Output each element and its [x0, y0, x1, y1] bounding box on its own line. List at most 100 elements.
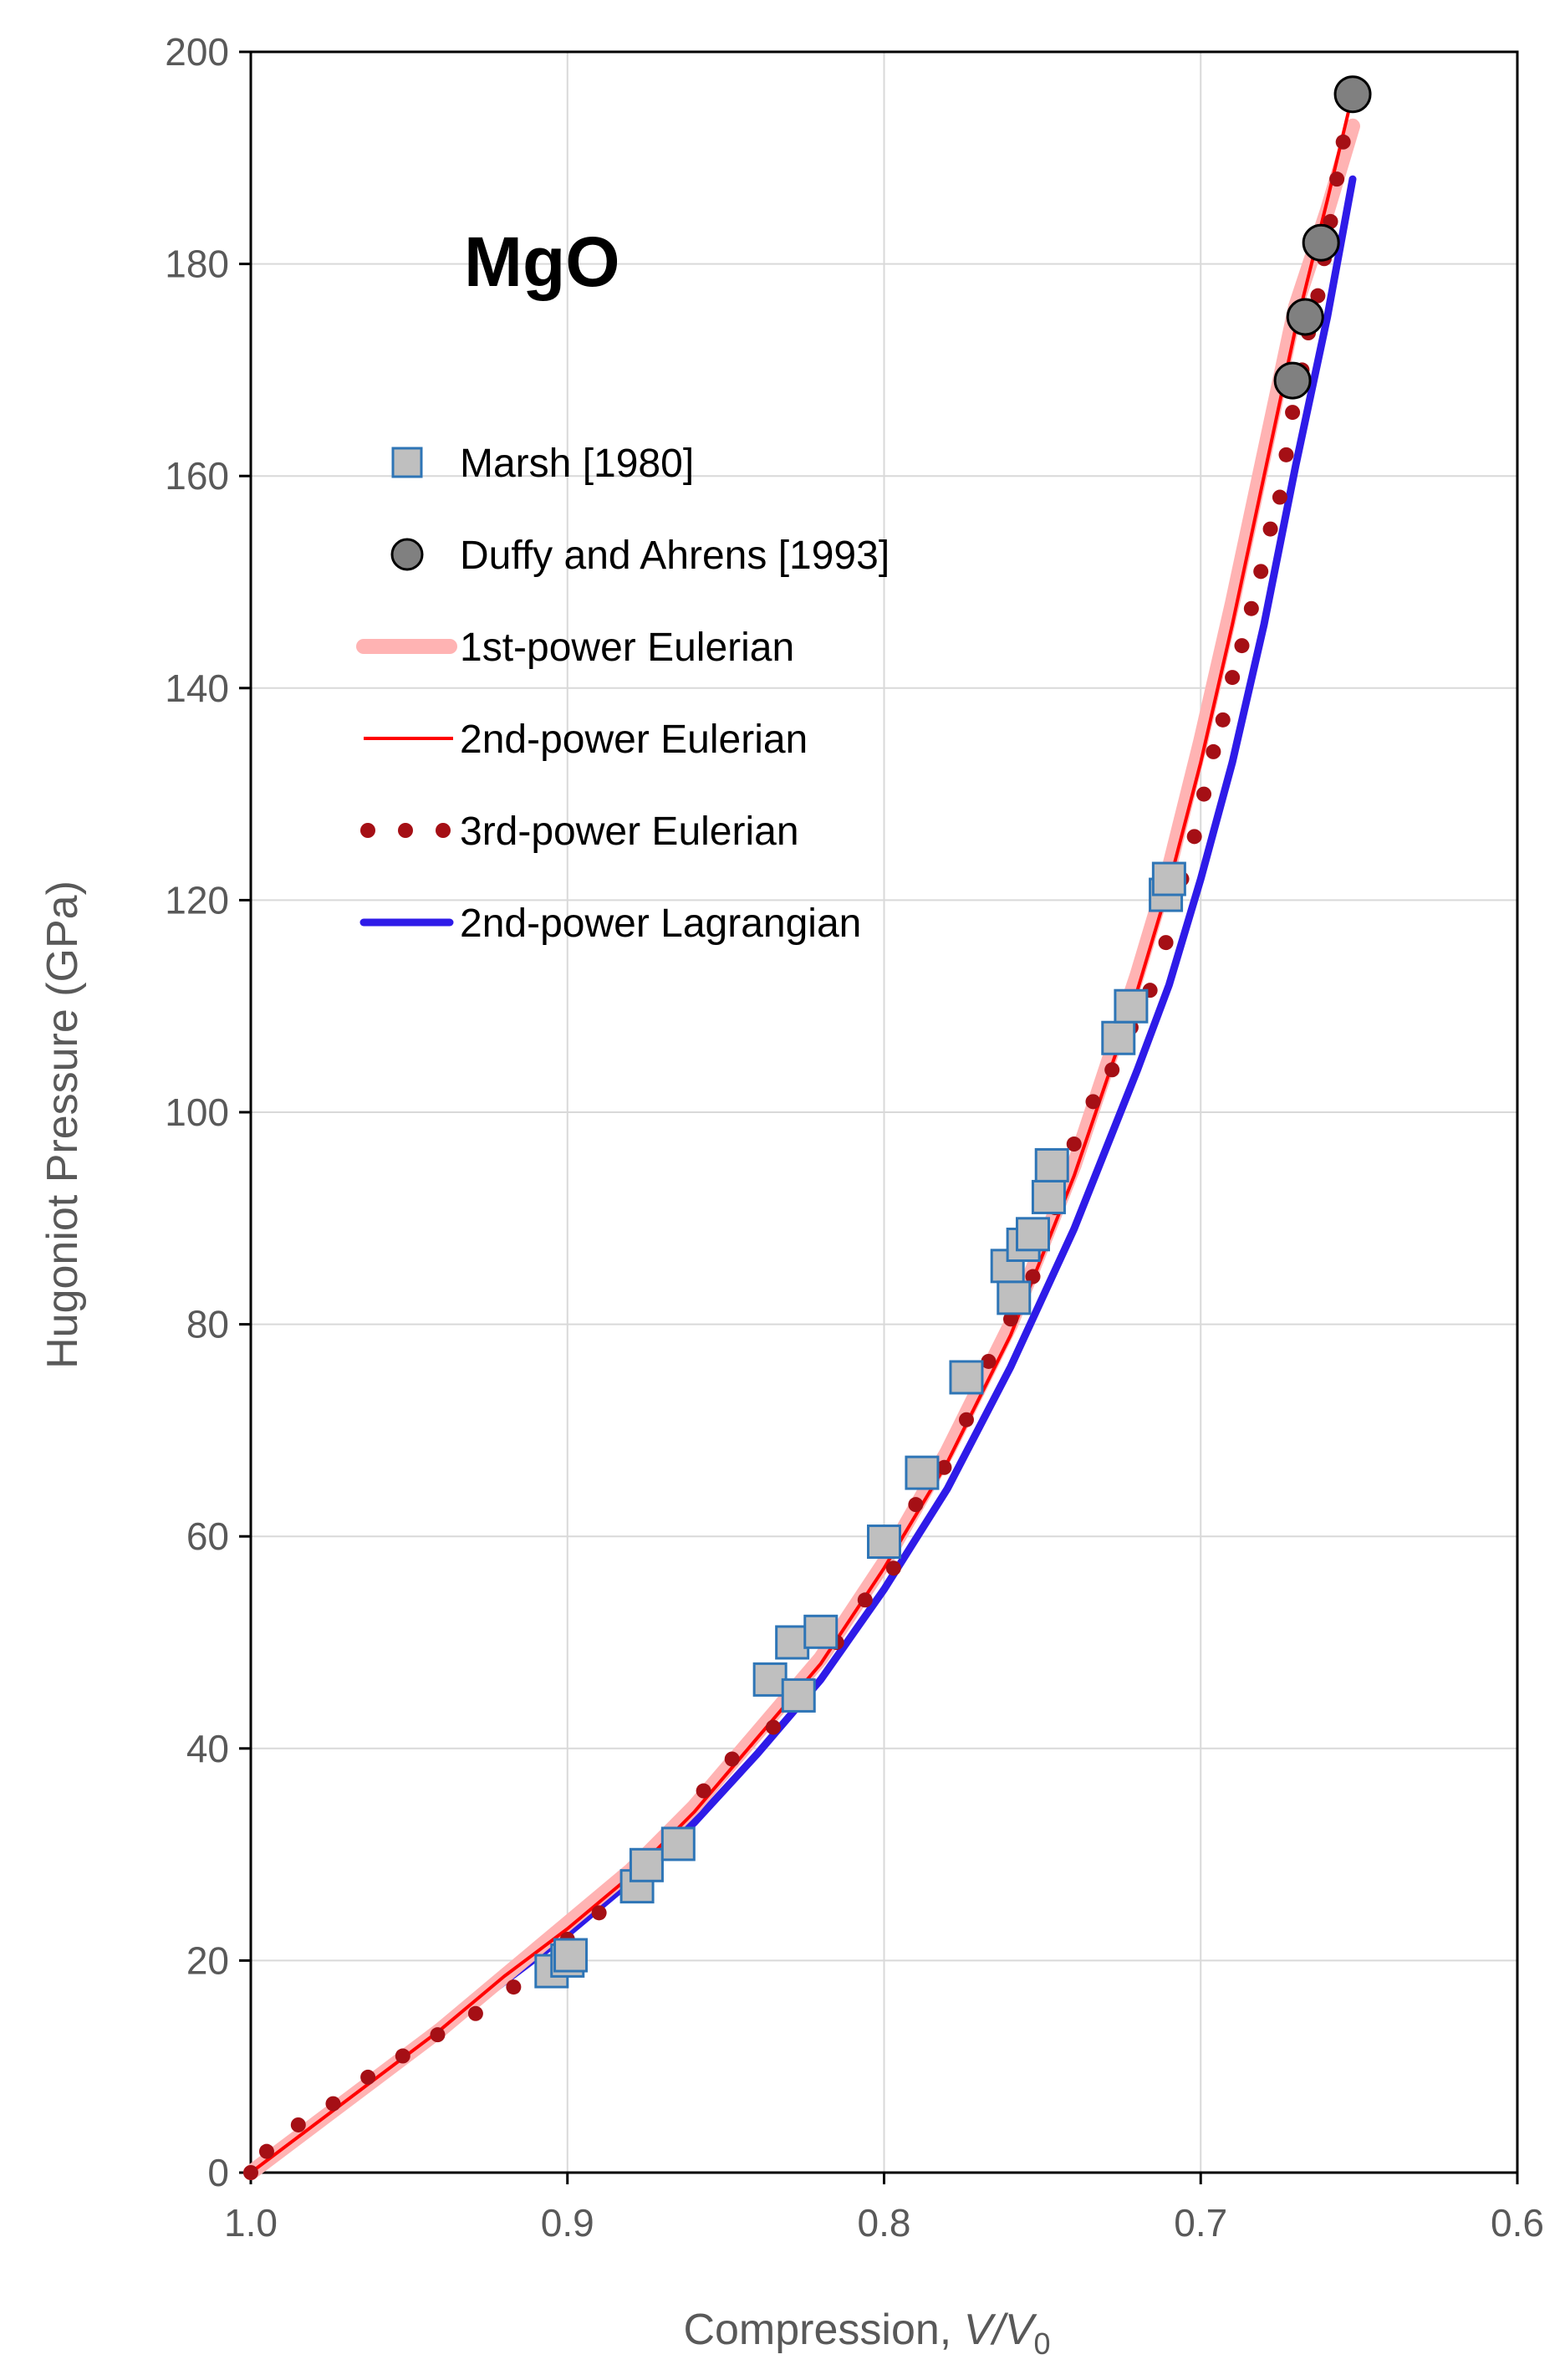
data-point: [1278, 447, 1294, 462]
x-axis-title-subscript: 0: [1034, 2326, 1051, 2361]
data-point: [1273, 361, 1312, 400]
data-point: [629, 1847, 664, 1882]
x-axis-title-variable: V/V: [964, 2306, 1037, 2354]
data-point: [905, 1455, 940, 1490]
x-tick-label: 0.7: [1174, 2201, 1227, 2245]
data-point: [1034, 1147, 1069, 1182]
data-point: [997, 1280, 1032, 1315]
data-point: [1272, 489, 1287, 505]
y-tick-label: 120: [165, 878, 229, 922]
data-point: [949, 1360, 984, 1395]
y-tick-label: 80: [186, 1303, 229, 1346]
y-tick-label: 180: [165, 243, 229, 286]
data-point: [1234, 638, 1250, 654]
data-point: [1158, 935, 1174, 951]
data-point: [696, 1783, 711, 1799]
y-tick-label: 200: [165, 30, 229, 74]
data-point: [1031, 1179, 1066, 1214]
data-point: [1186, 829, 1202, 845]
data-point: [1196, 786, 1212, 802]
legend-dot: [436, 823, 451, 838]
data-point: [325, 2096, 341, 2112]
series-marsh-1980: [534, 861, 1186, 1989]
data-point: [885, 1560, 901, 1576]
series-line: [249, 94, 1354, 2174]
chart-annotation: MgO: [464, 222, 620, 301]
data-point: [506, 1979, 522, 1995]
legend-label: Marsh [1980]: [460, 442, 694, 486]
legend-dot: [398, 823, 413, 838]
data-point: [1310, 288, 1326, 304]
x-tick-label: 0.9: [541, 2201, 594, 2245]
legend-label: 1st-power Eulerian: [460, 626, 794, 670]
y-tick-label: 60: [186, 1514, 229, 1558]
data-point: [1085, 1094, 1101, 1110]
legend: Marsh [1980] Duffy and Ahrens [1993] 1st-p…: [356, 442, 890, 946]
data-point: [781, 1678, 816, 1713]
y-tick-label: 20: [186, 1938, 229, 1982]
x-tick-label: 1.0: [224, 2201, 278, 2245]
y-tick-label: 40: [186, 1727, 229, 1770]
legend-item: 3rd-power Eulerian: [360, 810, 799, 854]
y-axis-title: Hugoniot Pressure (GPa): [38, 881, 87, 1369]
data-point: [724, 1751, 740, 1767]
data-point: [1003, 1311, 1018, 1327]
legend-marker-circle: [390, 538, 424, 571]
data-point: [1302, 223, 1340, 262]
data-point: [958, 1412, 974, 1427]
x-tick-label: 0.6: [1491, 2201, 1544, 2245]
y-tick-label: 100: [165, 1090, 229, 1134]
legend-label: Duffy and Ahrens [1993]: [460, 534, 890, 578]
data-point: [908, 1497, 924, 1513]
data-point: [1329, 171, 1345, 187]
data-point: [660, 1826, 696, 1862]
y-tick-label: 140: [165, 667, 229, 710]
series-group: [243, 75, 1372, 2180]
data-point: [395, 2048, 410, 2064]
data-point: [591, 1905, 607, 1921]
data-point: [1285, 405, 1301, 421]
data-point: [1016, 1217, 1051, 1252]
legend-item: 2nd-power Eulerian: [364, 718, 808, 762]
y-tick-label: 0: [207, 2151, 229, 2194]
legend-label: 2nd-power Lagrangian: [460, 901, 861, 946]
data-point: [1114, 988, 1149, 1024]
legend-item: 1st-power Eulerian: [356, 626, 794, 670]
tick-labels: 0 20 40 60 80 100 120 140 160 180 200 1.0 0.9 0.8 0.7 0…: [165, 30, 1544, 2245]
legend-item: Duffy and Ahrens [1993]: [390, 534, 890, 578]
series-2nd-power-eulerian: [249, 94, 1354, 2174]
data-point: [1066, 1136, 1082, 1152]
data-point: [1335, 134, 1351, 150]
legend-label: 3rd-power Eulerian: [460, 810, 799, 854]
data-point: [1243, 600, 1259, 616]
data-point: [936, 1459, 952, 1475]
legend-marker-square: [391, 447, 423, 478]
data-point: [1025, 1269, 1041, 1284]
legend-dot: [360, 823, 375, 838]
data-point: [258, 2143, 274, 2159]
data-point: [1286, 298, 1324, 336]
y-tick-label: 160: [165, 454, 229, 498]
data-point: [1225, 670, 1241, 686]
data-point: [1206, 743, 1221, 759]
data-point: [765, 1719, 781, 1735]
series-duffy-and-ahrens-1993: [1273, 75, 1372, 400]
data-point: [867, 1525, 901, 1560]
data-point: [1104, 1062, 1120, 1078]
data-point: [775, 1625, 810, 1660]
x-tick-label: 0.8: [858, 2201, 911, 2245]
data-point: [553, 1938, 589, 1973]
data-point: [243, 2165, 258, 2180]
data-point: [1333, 75, 1372, 114]
data-point: [430, 2027, 446, 2043]
data-point: [803, 1614, 839, 1649]
legend-item: 2nd-power Lagrangian: [359, 901, 861, 946]
data-point: [360, 2069, 376, 2085]
data-point: [981, 1353, 997, 1369]
legend-item: Marsh [1980]: [391, 442, 694, 486]
data-point: [857, 1592, 873, 1608]
data-point: [290, 2117, 306, 2132]
data-point: [752, 1662, 788, 1697]
